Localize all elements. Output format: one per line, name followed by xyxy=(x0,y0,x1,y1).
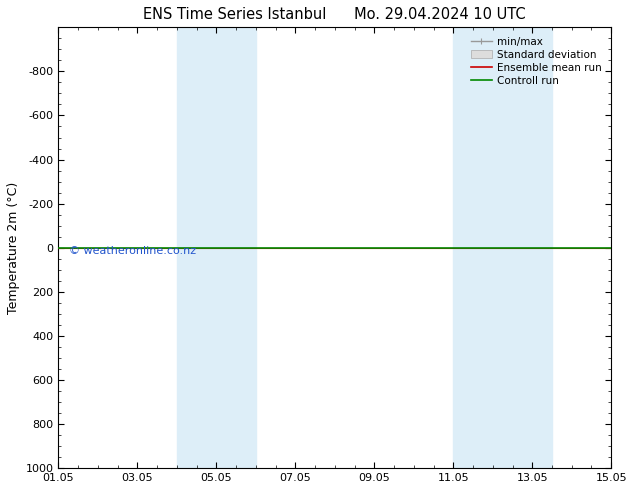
Bar xyxy=(177,27,256,468)
Legend: min/max, Standard deviation, Ensemble mean run, Controll run: min/max, Standard deviation, Ensemble me… xyxy=(467,32,606,90)
Bar xyxy=(453,27,552,468)
Text: © weatheronline.co.nz: © weatheronline.co.nz xyxy=(69,246,197,256)
Title: ENS Time Series Istanbul      Mo. 29.04.2024 10 UTC: ENS Time Series Istanbul Mo. 29.04.2024 … xyxy=(143,7,526,22)
Y-axis label: Temperature 2m (°C): Temperature 2m (°C) xyxy=(7,182,20,314)
